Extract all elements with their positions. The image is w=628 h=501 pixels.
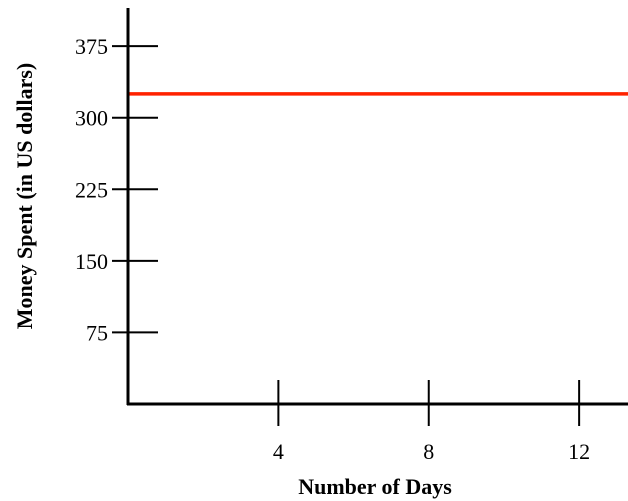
y-tick-label: 75 — [86, 320, 108, 345]
y-tick-label: 150 — [75, 249, 108, 274]
y-tick-label: 225 — [75, 177, 108, 202]
y-tick-label: 375 — [75, 34, 108, 59]
x-axis-title: Number of Days — [298, 474, 452, 499]
x-ticks: 4 8 12 — [273, 380, 590, 464]
y-ticks: 75 150 225 300 375 — [75, 34, 158, 345]
x-tick-label: 4 — [273, 439, 284, 464]
y-axis-title: Money Spent (in US dollars) — [12, 63, 37, 329]
y-tick-label: 300 — [75, 106, 108, 131]
x-tick-label: 8 — [423, 439, 434, 464]
x-tick-label: 12 — [568, 439, 590, 464]
